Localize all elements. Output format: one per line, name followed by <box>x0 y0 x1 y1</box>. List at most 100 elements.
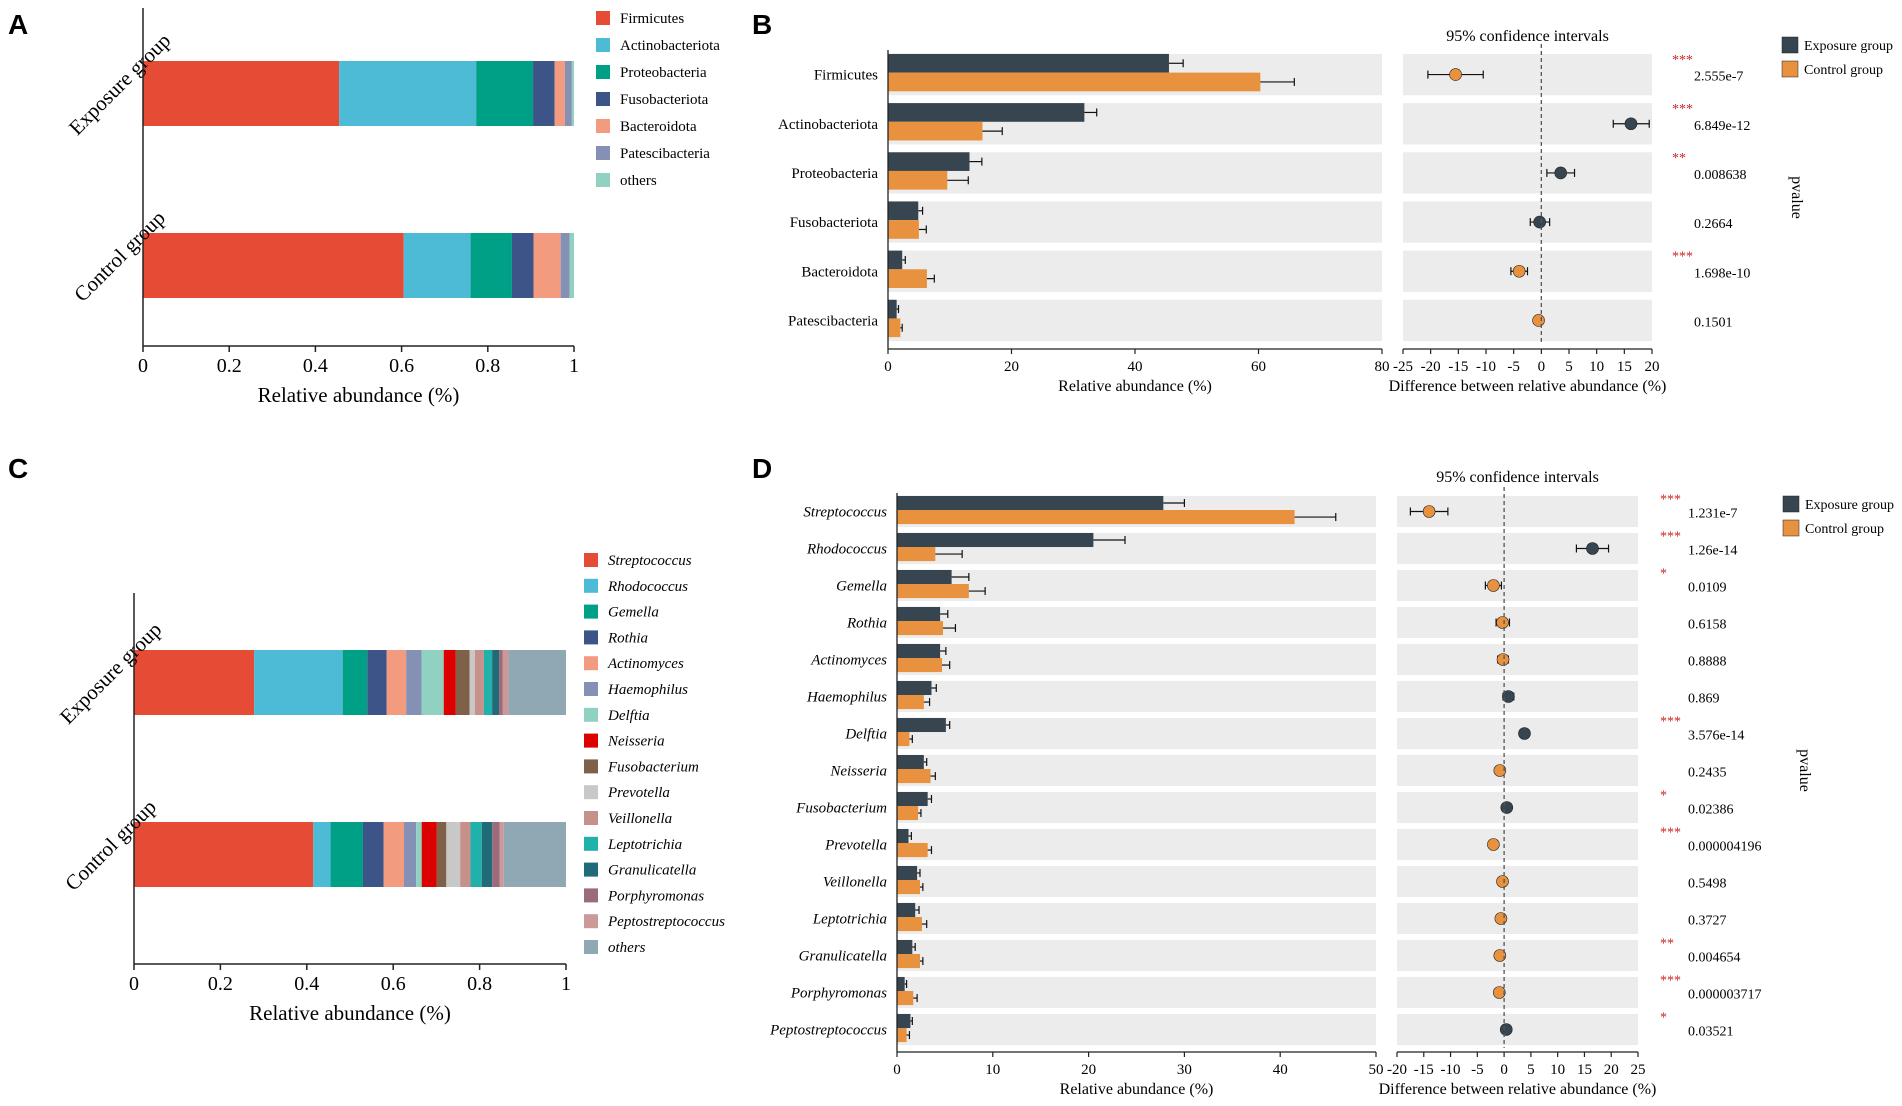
d-ci-point <box>1487 838 1500 851</box>
c-legend-swatch <box>584 759 598 774</box>
c-legend-swatch <box>584 630 598 645</box>
d-control-bar <box>897 621 943 636</box>
d-control-bar <box>897 1028 907 1043</box>
c-bar-segment <box>492 822 500 887</box>
a-legend-label: Fusobacteriota <box>620 92 709 108</box>
b-ci-x-tick-label: 5 <box>1565 359 1573 375</box>
d-significance-stars: * <box>1660 788 1667 803</box>
b-pvalue: 1.698e-10 <box>1694 266 1750 281</box>
a-bar-segment <box>339 61 477 126</box>
d-bar-x-tick-label: 0 <box>893 1062 901 1078</box>
c-legend-label: Actinomyces <box>607 656 684 672</box>
a-legend-swatch <box>596 146 610 160</box>
b-ci-x-tick-label: -15 <box>1448 359 1468 375</box>
c-x-tick-label: 0.4 <box>294 973 319 995</box>
panel-letter-b: B <box>752 9 772 40</box>
d-category-label: Peptostreptococcus <box>769 1023 887 1039</box>
c-bar-segment <box>499 650 503 715</box>
d-ci-row-band <box>1397 569 1638 602</box>
b-pvalue: 0.1501 <box>1694 315 1733 330</box>
d-pvalue: 0.3727 <box>1688 914 1727 929</box>
c-bar-segment <box>469 650 475 715</box>
d-ci-point <box>1493 764 1507 777</box>
d-control-bar <box>897 806 919 821</box>
d-pvalue: 0.5498 <box>1688 877 1727 892</box>
c-bar-segment <box>483 650 493 715</box>
a-bar-segment <box>564 61 572 126</box>
d-control-bar <box>897 991 914 1006</box>
d-control-bar <box>897 658 943 673</box>
d-pvalue: 1.26e-14 <box>1688 544 1737 559</box>
a-x-tick-label: 0.2 <box>217 355 242 377</box>
c-legend-label: Porphyromonas <box>607 888 704 904</box>
d-row-band <box>897 828 1376 861</box>
d-pvalue: 0.869 <box>1688 692 1720 707</box>
b-control-bar <box>888 72 1261 92</box>
d-ci-row-band <box>1397 680 1638 713</box>
b-ci-x-axis-label: Difference between relative abundance (%… <box>1389 378 1667 395</box>
d-row-band <box>897 902 1376 935</box>
d-exposure-bar <box>897 791 928 807</box>
a-legend-label: Proteobacteria <box>620 65 707 81</box>
d-bar-x-tick-label: 30 <box>1177 1062 1192 1078</box>
d-ci-x-tick-label: 25 <box>1631 1062 1646 1078</box>
c-x-tick-label: 0.6 <box>381 973 406 995</box>
d-control-bar <box>897 584 969 599</box>
c-bar-segment <box>342 650 368 715</box>
d-ci-x-tick-label: -10 <box>1441 1062 1461 1078</box>
c-legend-swatch <box>584 733 598 748</box>
d-bar-x-tick-label: 10 <box>985 1062 1000 1078</box>
b-exposure-bar <box>888 103 1085 122</box>
d-legend-control-swatch <box>1782 519 1800 537</box>
d-exposure-bar <box>897 643 941 659</box>
d-row-band <box>897 865 1376 898</box>
d-exposure-bar <box>897 902 916 918</box>
d-ci-point <box>1493 949 1507 962</box>
d-category-label: Neisseria <box>829 764 887 780</box>
d-ci-row-band <box>1397 606 1638 639</box>
d-ci-x-tick-label: 10 <box>1550 1062 1565 1078</box>
d-exposure-bar <box>897 532 1094 548</box>
d-category-label: Fusobacterium <box>795 801 887 817</box>
c-bar-segment <box>503 822 566 887</box>
d-significance-stars: *** <box>1660 825 1681 840</box>
c-bar-segment <box>134 822 314 887</box>
d-row-band <box>897 717 1376 750</box>
c-bar-segment <box>383 822 404 887</box>
d-control-bar <box>897 510 1295 525</box>
c-legend-swatch <box>584 940 598 954</box>
c-legend-swatch <box>584 553 598 567</box>
c-legend-label: Prevotella <box>607 785 670 801</box>
b-bar-x-tick-label: 0 <box>884 359 892 375</box>
a-legend-swatch <box>596 65 610 79</box>
c-legend-swatch <box>584 836 598 851</box>
c-bar-segment <box>313 822 331 887</box>
d-ci-row-band <box>1397 828 1638 861</box>
d-pvalue: 1.231e-7 <box>1688 507 1737 522</box>
b-ci-x-tick-label: -5 <box>1507 359 1520 375</box>
d-ci-x-tick-label: -20 <box>1387 1062 1407 1078</box>
b-bar-x-tick-label: 60 <box>1251 359 1266 375</box>
b-ci-x-tick-label: -20 <box>1421 359 1441 375</box>
a-legend-swatch <box>596 119 610 133</box>
d-ci-title: 95% confidence intervals <box>1436 469 1599 486</box>
a-legend-label: others <box>620 173 657 189</box>
d-ci-point <box>1496 875 1509 888</box>
d-ci-row-band <box>1397 717 1638 750</box>
d-ci-point <box>1502 690 1515 703</box>
c-legend-label: Rhodococcus <box>607 579 688 595</box>
c-legend-swatch <box>584 914 598 929</box>
d-exposure-bar <box>897 680 932 696</box>
d-significance-stars: ** <box>1660 936 1674 951</box>
c-legend-swatch <box>584 811 598 825</box>
d-bar-x-tick-label: 40 <box>1273 1062 1288 1078</box>
d-category-label: Prevotella <box>824 838 887 854</box>
d-ci-row-band <box>1397 976 1638 1009</box>
d-ci-row-band <box>1397 939 1638 972</box>
b-pvalue-axis-label: pvalue <box>1788 176 1805 219</box>
a-bar-segment <box>143 61 340 126</box>
d-row-band <box>897 939 1376 972</box>
d-exposure-bar <box>897 828 909 844</box>
c-bar-segment <box>421 650 444 715</box>
d-ci-x-tick-label: 0 <box>1500 1062 1508 1078</box>
